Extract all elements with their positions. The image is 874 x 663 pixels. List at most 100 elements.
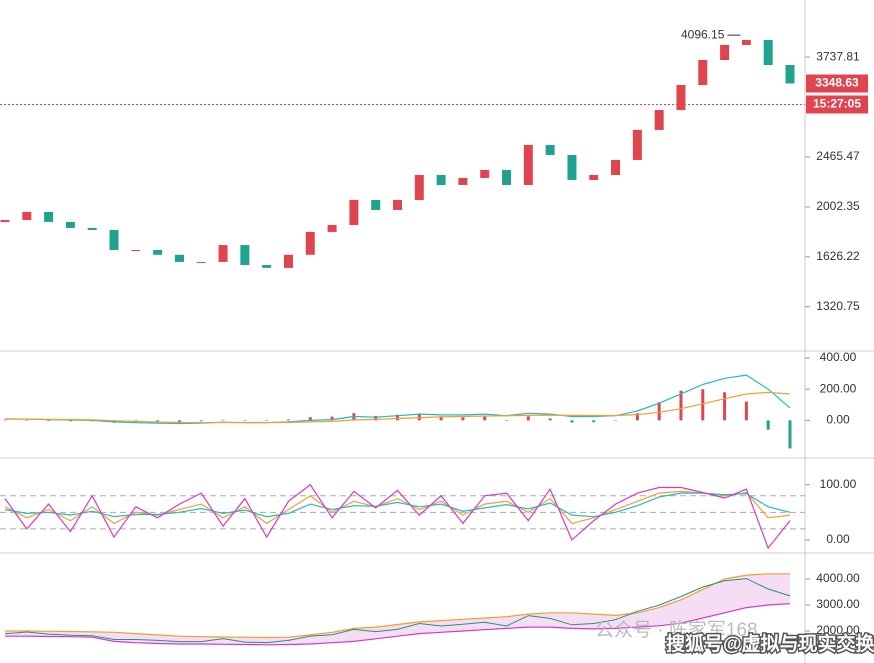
candle [611, 159, 621, 176]
y-tick-label: 1626.22 [816, 249, 860, 263]
candle [283, 254, 293, 268]
histogram-bar [396, 414, 399, 421]
histogram-bar [570, 420, 574, 423]
price-line [4, 578, 791, 644]
histogram-bar [505, 420, 509, 421]
histogram-bar [3, 419, 7, 421]
candle [109, 229, 119, 251]
candle [327, 224, 337, 232]
candle [262, 264, 272, 268]
histogram-bar [788, 420, 792, 449]
indicator-line [4, 374, 791, 425]
candle [65, 221, 75, 228]
histogram-bar [25, 420, 29, 421]
last-time: 15:27:05 [813, 97, 861, 111]
candle [196, 261, 206, 263]
candle [0, 219, 10, 223]
candle [785, 64, 795, 84]
watermark: 搜狐号@虚拟与现实交换 [666, 632, 874, 655]
candle [720, 44, 730, 61]
candle [22, 211, 32, 220]
histogram-bar [701, 389, 705, 421]
candle [153, 250, 163, 255]
band-fill [5, 573, 790, 645]
candle [545, 144, 555, 155]
y-tick-label: 3737.81 [816, 49, 860, 63]
histogram-bar [461, 417, 465, 421]
candle [414, 175, 424, 200]
histogram-bar [635, 413, 639, 421]
histogram-bar [723, 392, 727, 421]
price-box [806, 74, 868, 93]
histogram-bar [199, 420, 203, 422]
histogram-bar [592, 420, 596, 423]
y-tick-label: 200.00 [820, 381, 857, 395]
candle [676, 84, 686, 111]
candle [131, 250, 141, 252]
histogram-bar [156, 420, 160, 423]
candle [654, 110, 664, 130]
candle [240, 245, 250, 265]
histogram-bar [548, 418, 552, 421]
candle [589, 175, 599, 180]
y-tick-label: 0.00 [826, 413, 850, 427]
histogram-bar [679, 390, 683, 421]
histogram-bar [439, 416, 443, 421]
annotation: 4096.15 [681, 27, 725, 41]
band-line [5, 603, 791, 646]
y-tick-label: 1320.75 [816, 299, 860, 313]
candle [87, 227, 97, 230]
candle [632, 129, 642, 160]
histogram-bar [308, 417, 312, 421]
histogram-bar [526, 416, 530, 421]
candle [741, 39, 751, 45]
candle [763, 39, 773, 65]
candle [458, 177, 468, 185]
histogram-bar [417, 413, 421, 421]
candle [502, 170, 512, 185]
candle [174, 254, 184, 262]
band-line [5, 573, 790, 639]
y-tick-label: 3000.00 [816, 597, 860, 611]
candle [523, 144, 533, 185]
candle [567, 154, 577, 180]
candle [218, 245, 228, 262]
candle [44, 211, 54, 222]
y-tick-label: 2465.47 [816, 149, 860, 163]
y-tick-label: 100.00 [820, 477, 857, 491]
indicator-line [5, 391, 791, 424]
watermark: 公众号 · 陈家军168 [595, 619, 758, 641]
y-tick-label: 2000.00 [816, 623, 860, 637]
histogram-bar [265, 420, 269, 421]
candle [436, 175, 446, 185]
y-tick-label: 0.00 [826, 532, 850, 546]
histogram-bar [286, 419, 290, 421]
histogram-bar [47, 420, 51, 421]
histogram-bar [243, 420, 247, 421]
histogram-bar [766, 420, 770, 430]
candle [698, 60, 708, 85]
candle [371, 199, 381, 210]
histogram-bar [330, 416, 334, 421]
time-box [806, 95, 868, 114]
candle [393, 199, 402, 210]
histogram-bar [68, 420, 72, 422]
candle [349, 199, 359, 225]
last-price: 3348.63 [815, 76, 859, 90]
y-tick-label: 2002.35 [816, 199, 860, 213]
histogram-bar [657, 402, 661, 421]
y-tick-label: 400.00 [820, 350, 857, 364]
histogram-bar [614, 420, 618, 421]
y-tick-label: 4000.00 [816, 571, 860, 585]
histogram-bar [221, 419, 225, 421]
candle [305, 231, 315, 255]
histogram-bar [483, 416, 487, 421]
indicator-line [4, 483, 791, 550]
plot-layer: 3737.81 2465.47 2002.35 1626.22 1320.75 4096.… [0, 27, 868, 646]
indicator-line [4, 490, 791, 525]
histogram-bar [374, 415, 378, 421]
indicator-line [4, 492, 791, 518]
candle [480, 170, 490, 178]
